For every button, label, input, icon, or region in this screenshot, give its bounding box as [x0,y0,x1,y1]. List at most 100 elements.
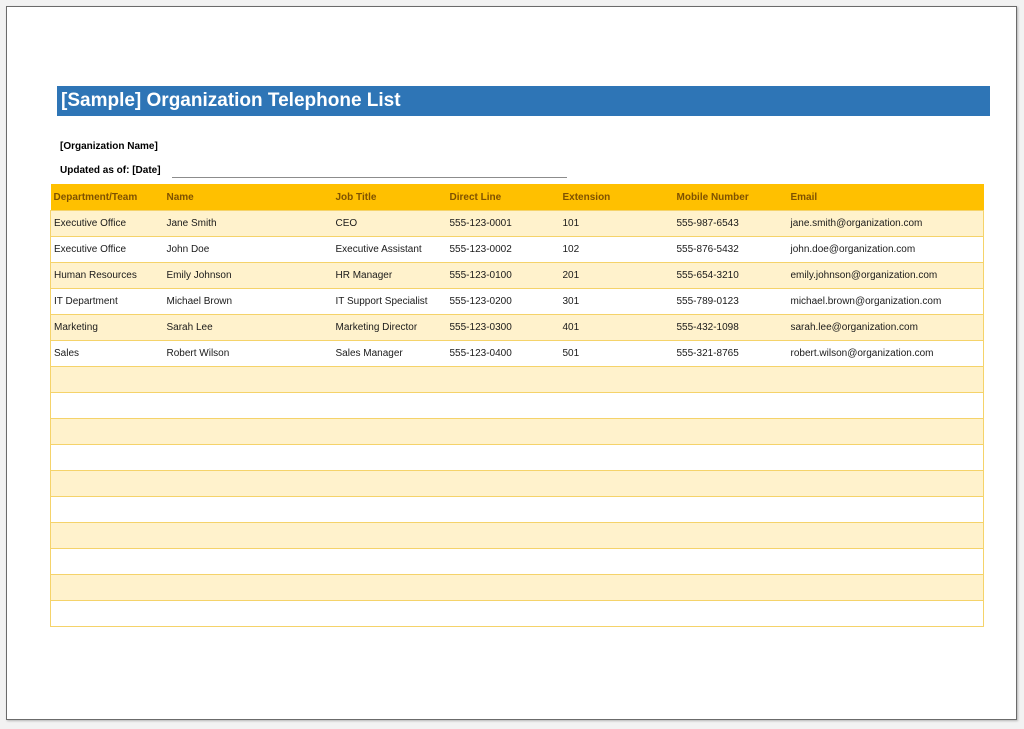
job-title-cell [332,522,447,549]
header-job-title: Job Title [332,184,447,211]
mobile-number-cell: 555-987-6543 [673,210,788,237]
name-cell: Michael Brown [163,288,333,315]
direct-line-cell [446,574,560,601]
extension-cell: 102 [559,236,674,263]
mobile-number-cell [673,444,788,471]
extension-cell [559,418,674,445]
job-title-cell [332,600,447,627]
email-cell: john.doe@organization.com [787,236,984,263]
telephone-list-table: Department/Team Name Job Title Direct Li… [50,184,984,627]
mobile-number-cell [673,522,788,549]
name-cell: Sarah Lee [163,314,333,341]
table-row [50,600,984,627]
department-cell: IT Department [50,288,164,315]
name-cell [163,496,333,523]
department-cell: Human Resources [50,262,164,289]
job-title-cell [332,574,447,601]
table-row [50,496,984,523]
email-cell [787,600,984,627]
department-cell [50,366,164,393]
department-cell [50,418,164,445]
table-row [50,366,984,393]
mobile-number-cell: 555-876-5432 [673,236,788,263]
email-cell [787,470,984,497]
job-title-cell: Sales Manager [332,340,447,367]
table-row: Executive Office John Doe Executive Assist… [50,236,984,263]
email-cell: sarah.lee@organization.com [787,314,984,341]
direct-line-cell [446,548,560,575]
direct-line-cell [446,444,560,471]
header-email: Email [787,184,984,211]
direct-line-cell: 555-123-0300 [446,314,560,341]
job-title-cell: Marketing Director [332,314,447,341]
name-cell: Robert Wilson [163,340,333,367]
department-cell [50,600,164,627]
mobile-number-cell: 555-432-1098 [673,314,788,341]
direct-line-cell: 555-123-0100 [446,262,560,289]
job-title-cell: IT Support Specialist [332,288,447,315]
direct-line-cell: 555-123-0200 [446,288,560,315]
job-title-cell [332,496,447,523]
email-cell: michael.brown@organization.com [787,288,984,315]
job-title-cell [332,418,447,445]
header-mobile-number: Mobile Number [673,184,788,211]
name-cell [163,392,333,419]
extension-cell [559,548,674,575]
direct-line-cell [446,418,560,445]
job-title-cell [332,444,447,471]
email-cell [787,574,984,601]
email-cell [787,522,984,549]
mobile-number-cell [673,392,788,419]
name-cell [163,574,333,601]
direct-line-cell [446,600,560,627]
job-title-cell [332,392,447,419]
table-row [50,522,984,549]
department-cell [50,522,164,549]
extension-cell [559,366,674,393]
department-cell [50,470,164,497]
name-cell [163,418,333,445]
mobile-number-cell: 555-654-3210 [673,262,788,289]
extension-cell [559,470,674,497]
direct-line-cell [446,496,560,523]
department-cell: Marketing [50,314,164,341]
table-row [50,444,984,471]
email-cell: robert.wilson@organization.com [787,340,984,367]
header-direct-line: Direct Line [446,184,560,211]
email-cell [787,444,984,471]
job-title-cell [332,470,447,497]
name-cell: Emily Johnson [163,262,333,289]
extension-cell: 301 [559,288,674,315]
email-cell [787,366,984,393]
job-title-cell: CEO [332,210,447,237]
department-cell: Executive Office [50,236,164,263]
updated-date-underline [172,177,567,178]
department-cell [50,444,164,471]
extension-cell: 101 [559,210,674,237]
email-cell: jane.smith@organization.com [787,210,984,237]
direct-line-cell [446,366,560,393]
table-row: Human Resources Emily Johnson HR Manager 55… [50,262,984,289]
name-cell [163,600,333,627]
name-cell: Jane Smith [163,210,333,237]
mobile-number-cell [673,574,788,601]
extension-cell [559,600,674,627]
department-cell [50,548,164,575]
table-row: Sales Robert Wilson Sales Manager 555-123-0… [50,340,984,367]
name-cell: John Doe [163,236,333,263]
table-row [50,392,984,419]
extension-cell [559,574,674,601]
page-title: [Sample] Organization Telephone List [57,86,990,116]
table-header-row: Department/Team Name Job Title Direct Li… [50,184,984,211]
extension-cell: 201 [559,262,674,289]
direct-line-cell [446,392,560,419]
mobile-number-cell [673,366,788,393]
mobile-number-cell [673,548,788,575]
extension-cell [559,496,674,523]
extension-cell: 501 [559,340,674,367]
mobile-number-cell: 555-321-8765 [673,340,788,367]
department-cell [50,496,164,523]
header-department-team: Department/Team [50,184,164,211]
direct-line-cell: 555-123-0400 [446,340,560,367]
organization-name-label: [Organization Name] [60,141,158,152]
